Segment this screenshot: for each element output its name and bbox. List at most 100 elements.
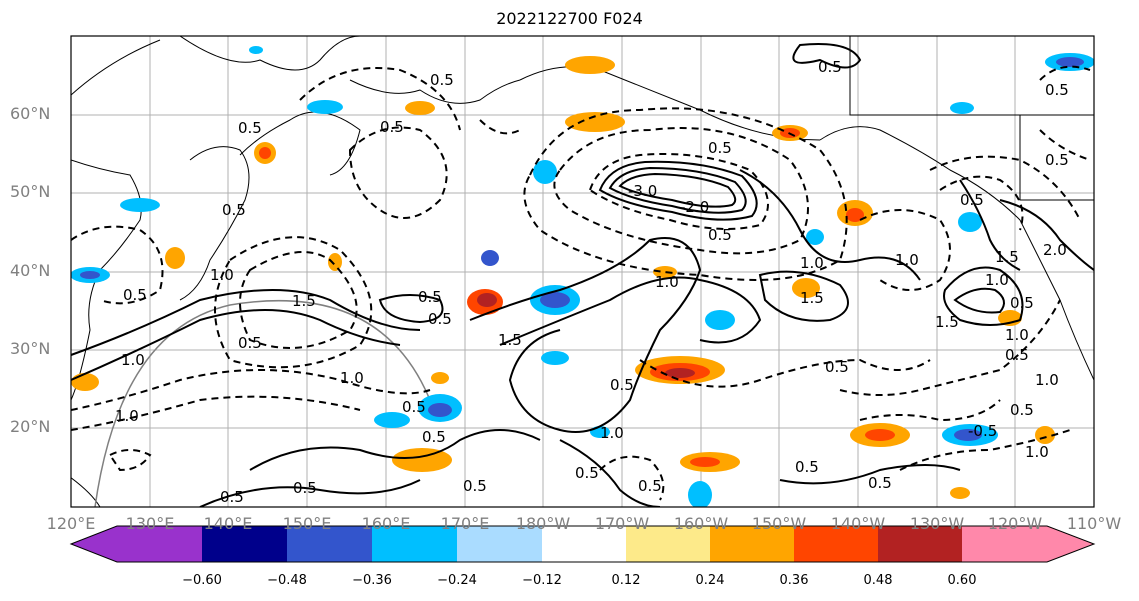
contour-label: 0.5 <box>1005 346 1029 364</box>
contour-label: 1.0 <box>210 266 234 284</box>
contour-label: 1.0 <box>985 271 1009 289</box>
contour-label: 1.0 <box>1005 326 1029 344</box>
contour-label: -3.0 <box>628 182 657 200</box>
contour-label: 1.0 <box>600 424 624 442</box>
colorbar-swatch <box>794 526 878 562</box>
contour-label: 1.5 <box>995 248 1019 266</box>
colorbar-tick-label: 0.60 <box>947 573 977 588</box>
colorbar-swatch <box>372 526 457 562</box>
contour-label: 0.5 <box>795 458 819 476</box>
colorbar <box>69 525 1096 563</box>
colorbar-swatch <box>878 526 962 562</box>
contour-label: 0.5 <box>430 71 454 89</box>
lat-label-30n: 30°N <box>10 339 51 358</box>
contour-label: 0.5 <box>708 226 732 244</box>
colorbar-tick-label: −0.12 <box>522 573 562 588</box>
lon-label-160w: 160°W <box>673 514 729 533</box>
map-frame <box>70 35 1095 508</box>
reference-arc <box>94 299 431 507</box>
colorbar-tick-label: −0.60 <box>182 573 222 588</box>
contour-label: 1.0 <box>800 254 824 272</box>
contour-label: 2.0 <box>1043 241 1067 259</box>
contour-label: 0.5 <box>422 428 446 446</box>
colorbar-tick-label: 0.36 <box>779 573 809 588</box>
colorbar-extend-max <box>1047 526 1094 562</box>
colorbar-tick-label: 0.48 <box>863 573 893 588</box>
colorbar-swatch <box>202 526 287 562</box>
contour-label: 1.5 <box>498 331 522 349</box>
contour-label: 0.5 <box>708 139 732 157</box>
lon-label-120w: 120°W <box>987 514 1043 533</box>
colorbar-swatch <box>457 526 542 562</box>
contour-label: 0.5 <box>868 474 892 492</box>
lon-label-130e: 130°E <box>125 514 175 533</box>
contour-label: 1.0 <box>340 369 364 387</box>
contour-label: 0.5 <box>238 334 262 352</box>
contour-label: 0.5 <box>825 358 849 376</box>
contour-label: 0.5 <box>222 201 246 219</box>
lon-label-140w: 140°W <box>830 514 886 533</box>
colorbar-swatch <box>962 526 1047 562</box>
colorbar-swatch <box>542 526 626 562</box>
lon-label-150w: 150°W <box>751 514 807 533</box>
colorbar-tick-label: −0.24 <box>437 573 477 588</box>
lat-label-20n: 20°N <box>10 417 51 436</box>
contour-label: -2.0 <box>680 198 709 216</box>
contour-label: 1.5 <box>800 289 824 307</box>
contour-label: 1.0 <box>1025 443 1049 461</box>
contour-label: 1.0 <box>1035 371 1059 389</box>
colorbar-swatch <box>710 526 794 562</box>
contour-label: 1.0 <box>655 273 679 291</box>
contour-label: 0.5 <box>463 477 487 495</box>
contour-label: 1.5 <box>935 313 959 331</box>
contour-label: 1.0 <box>115 407 139 425</box>
negative-contours <box>71 65 1091 501</box>
colorbar-swatch <box>287 526 372 562</box>
contour-label: 0.5 <box>960 191 984 209</box>
contour-label: 1.0 <box>121 351 145 369</box>
lat-label-60n: 60°N <box>10 104 51 123</box>
lon-label-160e: 160°E <box>361 514 411 533</box>
contour-label: 0.5 <box>123 286 147 304</box>
contour-label: 0.5 <box>1010 294 1034 312</box>
contour-label-layer: 0.5 0.5 0.5 0.5 0.5 1.0 1.5 0.5 0.5 -3.0… <box>115 58 1069 506</box>
contour-label: 0.5 <box>428 310 452 328</box>
lat-label-50n: 50°N <box>10 182 51 201</box>
lon-label-140e: 140°E <box>203 514 253 533</box>
lat-label-40n: 40°N <box>10 261 51 280</box>
map-title: 2022122700 F024 <box>496 9 643 28</box>
contour-label: 0.5 <box>418 288 442 306</box>
contour-label: 0.5 <box>1045 151 1069 169</box>
contour-label: 0.5 <box>610 376 634 394</box>
contour-label: 0.5 <box>380 118 404 136</box>
contour-label: -0.5 <box>968 422 997 440</box>
colorbar-extend-min <box>71 526 117 562</box>
colorbar-swatch <box>117 526 202 562</box>
contour-label: 0.5 <box>402 398 426 416</box>
contour-label: 0.5 <box>1045 81 1069 99</box>
colorbar-tick-label: −0.36 <box>352 573 392 588</box>
graticule <box>71 36 1094 507</box>
contour-label: 1.0 <box>895 251 919 269</box>
lon-label-170w: 170°W <box>594 514 650 533</box>
lon-label-120e: 120°E <box>46 514 96 533</box>
contour-label: 0.5 <box>220 488 244 506</box>
colorbar-tick-label: 0.12 <box>611 573 641 588</box>
lon-label-180w: 180°W <box>515 514 571 533</box>
contour-label: 0.5 <box>238 119 262 137</box>
lon-label-110w: 110°W <box>1066 514 1122 533</box>
colorbar-outline <box>69 525 1096 563</box>
lon-label-170e: 170°E <box>440 514 490 533</box>
colorbar-tick-label: −0.48 <box>267 573 307 588</box>
contour-label: 0.5 <box>1010 401 1034 419</box>
contour-label: 0.5 <box>638 477 662 495</box>
positive-contours <box>71 43 1094 507</box>
colorbar-swatch <box>626 526 710 562</box>
colorbar-tick-label: 0.24 <box>695 573 725 588</box>
contour-label: 1.5 <box>292 292 316 310</box>
contour-label: 0.5 <box>818 58 842 76</box>
lon-label-130w: 130°W <box>909 514 965 533</box>
contour-label: 0.5 <box>575 464 599 482</box>
